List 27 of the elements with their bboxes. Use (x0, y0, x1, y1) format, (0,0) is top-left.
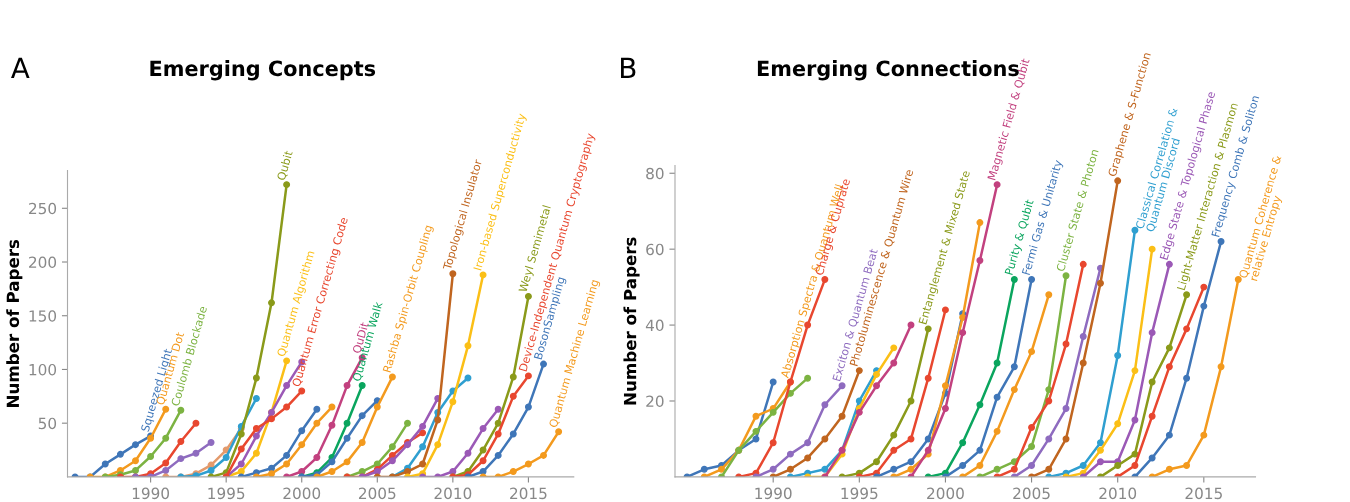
y-tick-label: 60 (646, 243, 664, 256)
y-tick-label: 50 (38, 417, 57, 430)
y-tick-label: 80 (646, 167, 664, 180)
y-tick-label: 250 (29, 202, 57, 215)
x-tick-label: 1995 (208, 487, 245, 500)
x-tick-label: 2010 (434, 487, 472, 500)
y-tick-label: 200 (29, 256, 57, 269)
x-tick-label: 2000 (283, 487, 321, 500)
x-tick-label: 2005 (1013, 487, 1050, 500)
x-tick-label: 1990 (132, 487, 170, 500)
x-tick-label: 2015 (510, 487, 547, 500)
x-tick-label: 2010 (1099, 487, 1137, 500)
x-tick-label: 1995 (841, 487, 878, 500)
y-axis-title: Number of Papers (623, 237, 640, 405)
y-tick-label: 40 (645, 319, 664, 332)
text: A (11, 57, 30, 78)
y-tick-label: 150 (29, 310, 57, 322)
text: Qubit (276, 150, 295, 182)
y-tick-label: 100 (29, 363, 57, 376)
chart-title: Emerging Concepts (150, 60, 376, 81)
x-tick-label: 2000 (927, 487, 964, 500)
x-tick-label: 2005 (358, 487, 396, 500)
x-tick-label: 2015 (1185, 487, 1222, 500)
text: B (621, 57, 636, 78)
x-tick-label: 1990 (755, 487, 792, 500)
y-tick-label: 20 (646, 395, 664, 408)
y-axis-title: Number of Papers (6, 239, 23, 407)
